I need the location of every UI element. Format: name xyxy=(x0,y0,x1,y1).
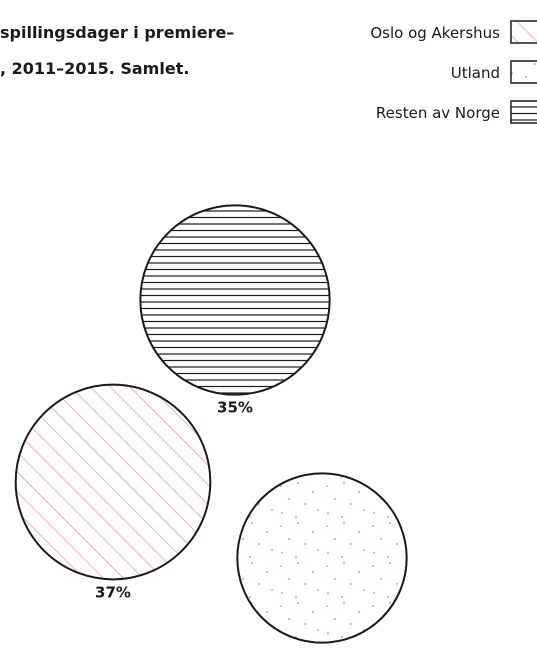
value-label: 35% xyxy=(217,399,253,417)
bubble xyxy=(236,472,408,644)
legend-swatch xyxy=(510,20,537,44)
legend-swatch xyxy=(510,100,537,124)
legend-label: Utland xyxy=(451,64,500,82)
bubble xyxy=(14,383,212,581)
title-line: spillingsdager i premiere– xyxy=(0,23,234,42)
title: spillingsdager i premiere– , 2011–2015. S… xyxy=(0,23,234,78)
bubble xyxy=(139,204,331,396)
legend-label: Resten av Norge xyxy=(376,104,500,122)
legend: Oslo og Akershus Utland Resten av Norge xyxy=(370,20,537,124)
value-label: 37% xyxy=(95,583,131,601)
legend-label: Oslo og Akershus xyxy=(370,24,500,42)
plot: 37% 28% 35% xyxy=(14,204,408,648)
title-line: , 2011–2015. Samlet. xyxy=(0,59,189,78)
legend-swatch xyxy=(510,60,537,84)
value-label: 28% xyxy=(304,647,340,648)
